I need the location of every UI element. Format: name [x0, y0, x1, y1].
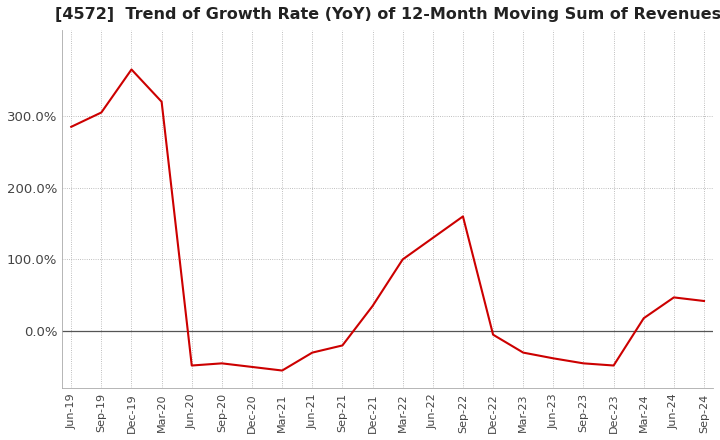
Title: [4572]  Trend of Growth Rate (YoY) of 12-Month Moving Sum of Revenues: [4572] Trend of Growth Rate (YoY) of 12-…: [55, 7, 720, 22]
